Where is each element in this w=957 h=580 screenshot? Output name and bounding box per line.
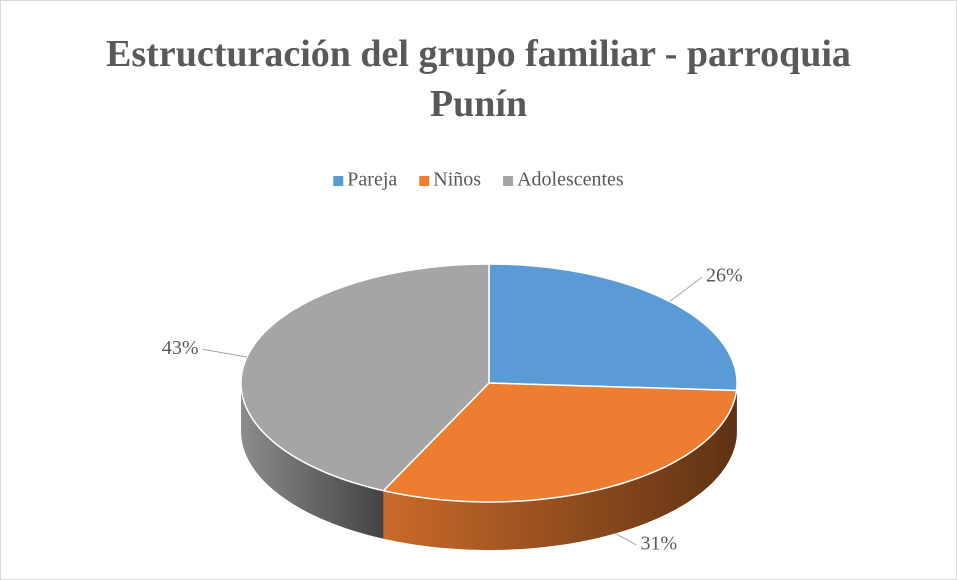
- pie-side-shade: [736, 383, 737, 439]
- legend-label: Pareja: [347, 169, 397, 191]
- legend-label: Adolescentes: [517, 169, 624, 191]
- pie-side-shade: [383, 390, 737, 550]
- pie-side-shade: [241, 383, 384, 539]
- data-label: 43%: [162, 337, 199, 359]
- leader-line: [615, 532, 637, 546]
- pie-slice: [240, 263, 490, 492]
- legend-marker: [333, 176, 344, 186]
- legend: Pareja Niños Adolescentes: [333, 169, 624, 191]
- pie-slice: [381, 382, 738, 503]
- leader-line: [202, 348, 248, 358]
- data-label: 26%: [706, 265, 743, 287]
- legend-marker: [503, 176, 514, 186]
- legend-label: Niños: [433, 169, 481, 191]
- data-label: 31%: [640, 533, 677, 555]
- leader-line: [669, 276, 703, 302]
- pie-slice: [488, 263, 738, 392]
- chart-title: Estructuración del grupo familiar - parr…: [106, 33, 851, 125]
- legend-marker: [419, 176, 430, 186]
